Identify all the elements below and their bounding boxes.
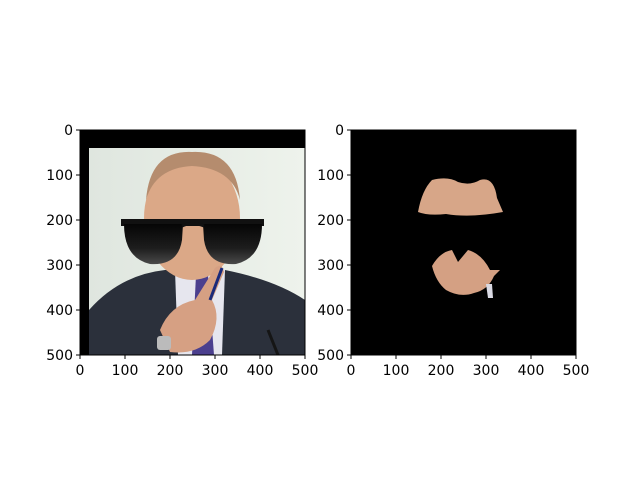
right-y-axis: 0 100 200 300 400 500 [317,123,351,364]
right-y-tick-label: 500 [317,348,344,364]
right-image-panel: 0 100 200 300 400 500 0 100 200 300 400 500 [317,123,589,379]
right-y-tick-label: 100 [317,168,344,184]
right-x-tick-label: 400 [518,363,545,379]
right-y-tick-label: 200 [317,213,344,229]
right-x-tick-label: 500 [563,363,590,379]
right-y-tick-label: 400 [317,303,344,319]
right-image [351,130,576,355]
left-x-tick-label: 200 [157,363,184,379]
left-x-tick-label: 100 [112,363,139,379]
right-x-tick-label: 100 [383,363,410,379]
left-x-tick-label: 0 [76,363,85,379]
right-y-tick-label: 0 [335,123,344,139]
mask-region-lower-face [432,250,500,295]
right-plot-frame [350,129,577,356]
left-x-tick-label: 400 [247,363,274,379]
left-y-axis: 0 100 200 300 400 500 [46,123,80,364]
left-y-tick-label: 500 [46,348,73,364]
right-x-tick-label: 300 [473,363,500,379]
mask-region-fragment [486,284,493,298]
left-y-tick-label: 200 [46,213,73,229]
right-x-axis: 0 100 200 300 400 500 [347,355,590,379]
sunglasses [121,219,264,265]
right-x-tick-label: 0 [347,363,356,379]
left-y-tick-label: 400 [46,303,73,319]
left-x-tick-label: 300 [202,363,229,379]
right-x-tick-label: 200 [428,363,455,379]
left-y-tick-label: 0 [64,123,73,139]
left-x-tick-label: 500 [292,363,319,379]
left-image [80,130,305,355]
left-plot-frame [79,129,306,356]
left-image-panel: 0 100 200 300 400 500 0 100 200 300 400 500 [46,123,318,379]
left-y-tick-label: 100 [46,168,73,184]
right-y-tick-label: 300 [317,258,344,274]
left-x-axis: 0 100 200 300 400 500 [76,355,319,379]
left-y-tick-label: 300 [46,258,73,274]
mask-region-forehead [418,178,503,216]
